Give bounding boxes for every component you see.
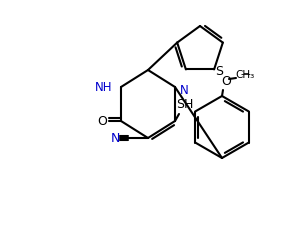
Text: SH: SH xyxy=(176,98,194,110)
Text: O: O xyxy=(97,114,107,128)
Text: CH₃: CH₃ xyxy=(235,70,255,80)
Text: NH: NH xyxy=(95,81,112,94)
Text: S: S xyxy=(215,65,223,78)
Text: N: N xyxy=(180,83,189,97)
Text: O: O xyxy=(221,74,231,87)
Text: N: N xyxy=(110,132,120,145)
Text: —: — xyxy=(240,69,250,79)
